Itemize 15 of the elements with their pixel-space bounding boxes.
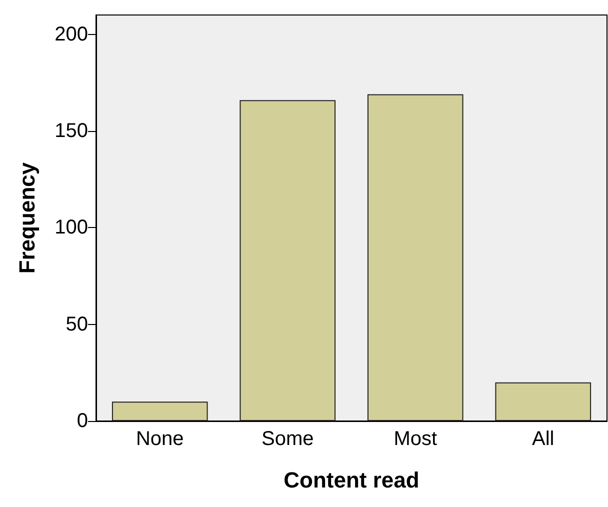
- bar: [367, 94, 464, 421]
- x-tick-label: All: [532, 428, 554, 450]
- x-tick-label: Most: [394, 428, 438, 450]
- x-axis-title: Content read: [284, 468, 420, 492]
- x-tick-label: None: [136, 428, 184, 450]
- y-tick-label: 200: [54, 23, 88, 46]
- bar: [240, 100, 336, 421]
- y-tick-label: 50: [66, 313, 88, 336]
- bar: [495, 382, 592, 421]
- x-tick-label: Some: [262, 428, 314, 450]
- y-tick-label: 100: [54, 216, 88, 239]
- y-tick-label: 0: [76, 410, 88, 432]
- y-tick-label: 150: [54, 120, 88, 142]
- y-axis-title: Frequency: [14, 162, 40, 274]
- bar: [112, 402, 208, 421]
